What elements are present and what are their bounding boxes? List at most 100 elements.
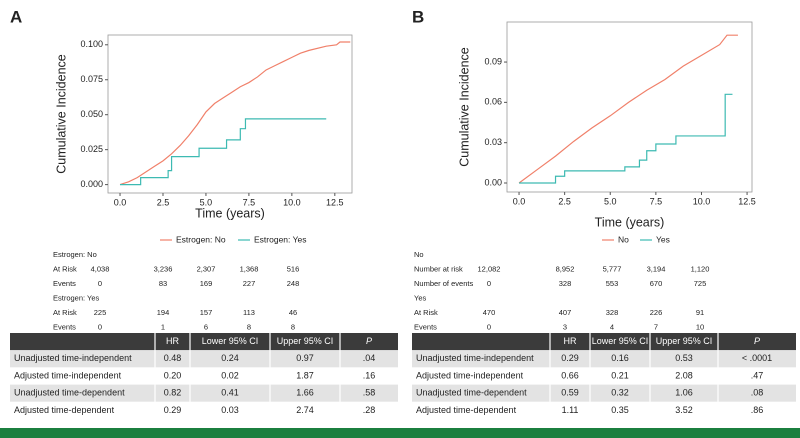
- risk-value: 5,777: [603, 264, 622, 273]
- table-row: [412, 367, 796, 385]
- risk-row-label: Number at risk: [414, 264, 463, 273]
- legend-label: Estrogen: Yes: [254, 234, 306, 244]
- x-tick-label: 5.0: [604, 196, 617, 206]
- row-label: Adjusted time-independent: [14, 370, 122, 380]
- y-tick-label: 0.050: [80, 109, 103, 119]
- table-cell: .28: [363, 405, 376, 415]
- table-cell: 2.08: [675, 370, 693, 380]
- table-header: [412, 333, 796, 351]
- risk-value: 157: [200, 308, 213, 317]
- row-label: Unadjusted time-dependent: [416, 388, 527, 398]
- risk-value: 7: [654, 322, 658, 331]
- table-cell: 1.66: [296, 388, 314, 398]
- row-label: Unadjusted time-independent: [14, 353, 132, 363]
- column-header: HR: [564, 336, 577, 346]
- risk-value: 83: [159, 279, 167, 288]
- plot-frame: [506, 21, 753, 193]
- table-row: [412, 350, 796, 368]
- column-header: Upper 95% CI: [277, 336, 334, 346]
- risk-row-label: Number of events: [414, 279, 473, 288]
- y-axis-title: Cumulative Incidence: [54, 54, 68, 174]
- risk-group-title: Estrogen: No: [53, 250, 97, 259]
- x-tick-label: 7.5: [243, 197, 256, 207]
- risk-value: 227: [243, 279, 256, 288]
- table-cell: 0.48: [164, 353, 182, 363]
- risk-value: 3,236: [154, 264, 173, 273]
- table-cell: .08: [751, 388, 764, 398]
- legend-label: Estrogen: No: [176, 234, 226, 244]
- risk-value: 328: [559, 279, 572, 288]
- risk-value: 328: [606, 308, 619, 317]
- table-cell: 0.66: [561, 370, 579, 380]
- table-row: [10, 401, 398, 419]
- table-cell: 0.16: [611, 353, 629, 363]
- row-label: Unadjusted time-dependent: [14, 388, 125, 398]
- risk-value: 10: [696, 322, 704, 331]
- risk-value: 169: [200, 279, 213, 288]
- risk-row-label: Events: [414, 322, 437, 331]
- risk-group-title: Estrogen: Yes: [53, 293, 100, 302]
- table-row: [412, 401, 796, 419]
- table-cell: 0.59: [561, 388, 579, 398]
- risk-value: 470: [483, 308, 496, 317]
- y-tick-label: 0.000: [80, 179, 103, 189]
- risk-value: 248: [287, 279, 300, 288]
- risk-value: 12,082: [478, 264, 501, 273]
- x-tick-label: 7.5: [650, 196, 663, 206]
- risk-value: 3,194: [647, 264, 666, 273]
- legend-label: Yes: [656, 234, 670, 244]
- risk-group-title: No: [414, 250, 424, 259]
- table-cell: 0.97: [296, 353, 314, 363]
- table-cell: 3.52: [675, 405, 693, 415]
- y-tick-label: 0.025: [80, 144, 103, 154]
- plot-frame: [107, 34, 353, 194]
- risk-value: 407: [559, 308, 572, 317]
- column-header: P: [754, 336, 760, 346]
- curve: [120, 118, 327, 186]
- risk-value: 0: [98, 279, 102, 288]
- risk-value: 1,368: [240, 264, 259, 273]
- table-cell: 2.74: [296, 405, 314, 415]
- table-cell: 0.21: [611, 370, 629, 380]
- table-cell: 0.24: [221, 353, 239, 363]
- table-cell: 0.82: [164, 388, 182, 398]
- x-tick-label: 2.5: [157, 197, 170, 207]
- curve: [518, 34, 738, 184]
- risk-value: 8,952: [556, 264, 575, 273]
- x-axis-title: Time (years): [595, 215, 665, 229]
- column-header: HR: [166, 336, 179, 346]
- table-cell: 0.35: [611, 405, 629, 415]
- table-cell: .58: [363, 388, 376, 398]
- risk-row-label: Events: [53, 322, 76, 331]
- risk-value: 0: [487, 279, 491, 288]
- risk-value: 0: [98, 322, 102, 331]
- table-cell: 0.02: [221, 370, 239, 380]
- table-cell: .16: [363, 370, 376, 380]
- risk-row-label: At Risk: [414, 308, 438, 317]
- panel-label: A: [10, 7, 22, 26]
- table-cell: .47: [751, 370, 764, 380]
- y-tick-label: 0.06: [484, 97, 502, 107]
- table-cell: .04: [363, 353, 376, 363]
- table-cell: 1.06: [675, 388, 693, 398]
- risk-group-title: Yes: [414, 293, 426, 302]
- curve: [119, 41, 351, 186]
- y-tick-label: 0.100: [80, 39, 103, 49]
- table-row: [10, 384, 398, 402]
- x-tick-label: 10.0: [283, 197, 301, 207]
- x-tick-label: 12.5: [326, 197, 344, 207]
- column-header: P: [366, 336, 372, 346]
- risk-value: 2,307: [197, 264, 216, 273]
- risk-value: 4: [610, 322, 614, 331]
- table-cell: 0.29: [164, 405, 182, 415]
- y-tick-label: 0.075: [80, 74, 103, 84]
- table-cell: 0.29: [561, 353, 579, 363]
- table-row: [10, 367, 398, 385]
- column-header: Upper 95% CI: [656, 336, 713, 346]
- table-row: [412, 384, 796, 402]
- y-tick-label: 0.09: [484, 56, 502, 66]
- risk-value: 46: [289, 308, 297, 317]
- table-cell: 0.20: [164, 370, 182, 380]
- footer-bar: [0, 428, 800, 438]
